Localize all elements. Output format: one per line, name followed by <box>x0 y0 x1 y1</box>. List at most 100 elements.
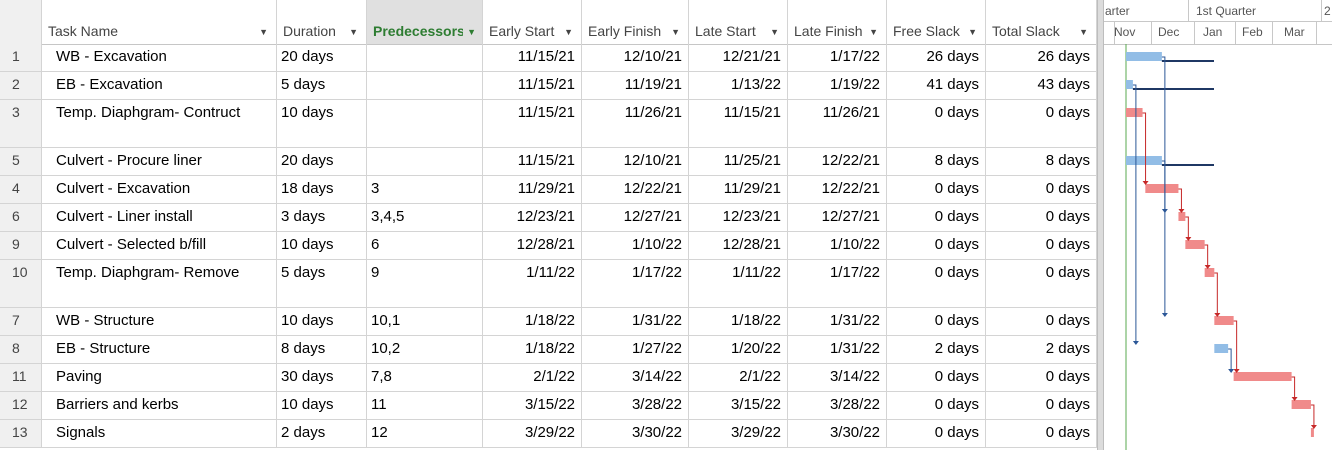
early-start-cell[interactable]: 11/15/21 <box>483 100 582 147</box>
free-slack-cell[interactable]: 0 days <box>887 176 986 203</box>
predecessors-cell[interactable]: 9 <box>367 260 483 307</box>
duration-cell[interactable]: 5 days <box>277 260 367 307</box>
column-header-duration[interactable]: Duration ▼ <box>277 0 367 44</box>
early-start-cell[interactable]: 12/28/21 <box>483 232 582 259</box>
predecessors-cell[interactable]: 7,8 <box>367 364 483 391</box>
early-start-cell[interactable]: 1/18/22 <box>483 336 582 363</box>
late-start-cell[interactable]: 2/1/22 <box>689 364 788 391</box>
duration-cell[interactable]: 10 days <box>277 308 367 335</box>
total-slack-cell[interactable]: 0 days <box>986 364 1097 391</box>
early-finish-cell[interactable]: 3/14/22 <box>582 364 689 391</box>
early-finish-cell[interactable]: 12/22/21 <box>582 176 689 203</box>
total-slack-cell[interactable]: 0 days <box>986 100 1097 147</box>
column-header-task-name[interactable]: Task Name ▼ <box>42 0 277 44</box>
early-finish-cell[interactable]: 11/26/21 <box>582 100 689 147</box>
late-finish-cell[interactable]: 12/27/21 <box>788 204 887 231</box>
duration-cell[interactable]: 8 days <box>277 336 367 363</box>
early-finish-cell[interactable]: 1/10/22 <box>582 232 689 259</box>
row-id[interactable]: 1 <box>0 44 42 71</box>
late-finish-cell[interactable]: 1/17/22 <box>788 44 887 71</box>
free-slack-cell[interactable]: 26 days <box>887 44 986 71</box>
task-row[interactable]: 8 EB - Structure 8 days 10,2 1/18/22 1/27/22 1… <box>0 336 1097 364</box>
early-start-cell[interactable]: 11/15/21 <box>483 148 582 175</box>
task-bar[interactable] <box>1214 316 1234 325</box>
task-name-cell[interactable]: Culvert - Procure liner <box>42 148 277 175</box>
filter-dropdown-icon[interactable]: ▼ <box>770 27 779 37</box>
free-slack-cell[interactable]: 0 days <box>887 260 986 307</box>
late-start-cell[interactable]: 1/13/22 <box>689 72 788 99</box>
task-name-cell[interactable]: Temp. Diaphgram- Remove <box>42 260 277 307</box>
task-name-cell[interactable]: EB - Structure <box>42 336 277 363</box>
task-row[interactable]: 11 Paving 30 days 7,8 2/1/22 3/14/22 2/1/22 3/1… <box>0 364 1097 392</box>
task-row[interactable]: 9 Culvert - Selected b/fill 10 days 6 12/28/… <box>0 232 1097 260</box>
free-slack-cell[interactable]: 41 days <box>887 72 986 99</box>
task-bar[interactable] <box>1233 372 1292 381</box>
early-start-cell[interactable]: 3/29/22 <box>483 420 582 447</box>
late-finish-cell[interactable]: 1/31/22 <box>788 336 887 363</box>
task-row[interactable]: 12 Barriers and kerbs 10 days 11 3/15/22 3/28… <box>0 392 1097 420</box>
duration-cell[interactable]: 30 days <box>277 364 367 391</box>
late-start-cell[interactable]: 1/18/22 <box>689 308 788 335</box>
task-row[interactable]: 7 WB - Structure 10 days 10,1 1/18/22 1/31/22… <box>0 308 1097 336</box>
column-header-early-finish[interactable]: Early Finish ▼ <box>582 0 689 44</box>
predecessors-cell[interactable]: 10,2 <box>367 336 483 363</box>
total-slack-cell[interactable]: 0 days <box>986 260 1097 307</box>
free-slack-cell[interactable]: 0 days <box>887 232 986 259</box>
total-slack-cell[interactable]: 0 days <box>986 392 1097 419</box>
task-name-cell[interactable]: WB - Structure <box>42 308 277 335</box>
task-name-cell[interactable]: Culvert - Selected b/fill <box>42 232 277 259</box>
late-start-cell[interactable]: 12/28/21 <box>689 232 788 259</box>
row-id[interactable]: 6 <box>0 204 42 231</box>
duration-cell[interactable]: 20 days <box>277 44 367 71</box>
row-header-corner[interactable] <box>0 0 42 44</box>
early-finish-cell[interactable]: 11/19/21 <box>582 72 689 99</box>
late-start-cell[interactable]: 1/11/22 <box>689 260 788 307</box>
early-finish-cell[interactable]: 1/27/22 <box>582 336 689 363</box>
late-finish-cell[interactable]: 1/19/22 <box>788 72 887 99</box>
late-start-cell[interactable]: 12/21/21 <box>689 44 788 71</box>
task-bar[interactable] <box>1126 156 1162 165</box>
early-finish-cell[interactable]: 3/30/22 <box>582 420 689 447</box>
column-header-late-start[interactable]: Late Start ▼ <box>689 0 788 44</box>
task-name-cell[interactable]: Temp. Diaphgram- Contruct <box>42 100 277 147</box>
task-row[interactable]: 5 Culvert - Procure liner 20 days 11/15/21 1… <box>0 148 1097 176</box>
duration-cell[interactable]: 2 days <box>277 420 367 447</box>
task-bar[interactable] <box>1126 52 1162 61</box>
late-start-cell[interactable]: 3/15/22 <box>689 392 788 419</box>
row-id[interactable]: 7 <box>0 308 42 335</box>
free-slack-cell[interactable]: 0 days <box>887 204 986 231</box>
early-start-cell[interactable]: 11/29/21 <box>483 176 582 203</box>
late-finish-cell[interactable]: 1/17/22 <box>788 260 887 307</box>
duration-cell[interactable]: 18 days <box>277 176 367 203</box>
free-slack-cell[interactable]: 0 days <box>887 364 986 391</box>
late-finish-cell[interactable]: 3/14/22 <box>788 364 887 391</box>
task-name-cell[interactable]: Culvert - Excavation <box>42 176 277 203</box>
late-start-cell[interactable]: 3/29/22 <box>689 420 788 447</box>
late-finish-cell[interactable]: 3/30/22 <box>788 420 887 447</box>
predecessors-cell[interactable] <box>367 44 483 71</box>
task-row[interactable]: 1 WB - Excavation 20 days 11/15/21 12/10/21 1… <box>0 44 1097 72</box>
task-row[interactable]: 4 Culvert - Excavation 18 days 3 11/29/21 12/… <box>0 176 1097 204</box>
total-slack-cell[interactable]: 0 days <box>986 204 1097 231</box>
free-slack-cell[interactable]: 2 days <box>887 336 986 363</box>
task-bar[interactable] <box>1145 184 1179 193</box>
task-row[interactable]: 13 Signals 2 days 12 3/29/22 3/30/22 3/29/22 3/… <box>0 420 1097 448</box>
total-slack-cell[interactable]: 43 days <box>986 72 1097 99</box>
total-slack-cell[interactable]: 0 days <box>986 176 1097 203</box>
filter-dropdown-icon[interactable]: ▼ <box>349 27 358 37</box>
task-name-cell[interactable]: WB - Excavation <box>42 44 277 71</box>
total-slack-cell[interactable]: 8 days <box>986 148 1097 175</box>
filter-dropdown-icon[interactable]: ▼ <box>259 27 268 37</box>
task-bar[interactable] <box>1310 428 1314 437</box>
task-bar[interactable] <box>1126 80 1133 89</box>
late-finish-cell[interactable]: 1/31/22 <box>788 308 887 335</box>
predecessors-cell[interactable]: 6 <box>367 232 483 259</box>
duration-cell[interactable]: 10 days <box>277 100 367 147</box>
predecessors-cell[interactable] <box>367 148 483 175</box>
predecessors-cell[interactable]: 3,4,5 <box>367 204 483 231</box>
task-bar[interactable] <box>1178 212 1186 221</box>
column-header-total-slack[interactable]: Total Slack ▼ <box>986 0 1097 44</box>
early-finish-cell[interactable]: 1/31/22 <box>582 308 689 335</box>
duration-cell[interactable]: 10 days <box>277 392 367 419</box>
early-start-cell[interactable]: 3/15/22 <box>483 392 582 419</box>
